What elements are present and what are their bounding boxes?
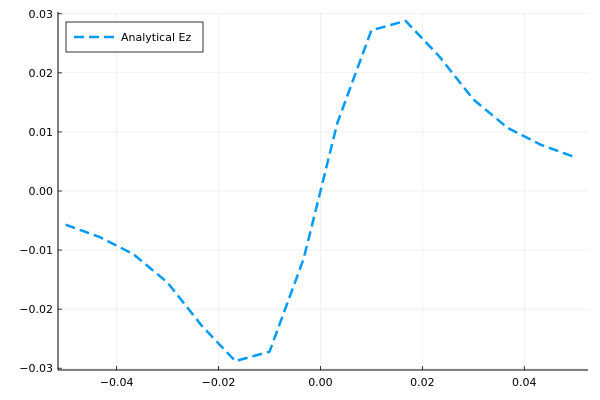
legend-label-analytical-ez: Analytical Ez	[121, 31, 191, 44]
x-tick-label: −0.02	[202, 376, 236, 389]
y-tick-label: 0.02	[29, 67, 54, 80]
y-tick-label: −0.01	[19, 244, 53, 257]
y-tick-label: 0.01	[29, 126, 54, 139]
x-tick-label: 0.00	[308, 376, 333, 389]
legend: Analytical Ez	[65, 21, 204, 53]
y-tick-labels: −0.03 −0.02 −0.01 0.00 0.01 0.02 0.03	[19, 8, 53, 375]
y-tick-label: −0.03	[19, 362, 53, 375]
grid-lines	[58, 12, 588, 370]
x-tick-label: 0.02	[410, 376, 435, 389]
series-line-analytical-ez	[65, 19, 576, 363]
y-tick-label: 0.00	[29, 185, 54, 198]
series-layer	[65, 19, 576, 363]
x-tick-label: −0.04	[100, 376, 134, 389]
x-tick-label: 0.04	[512, 376, 537, 389]
x-tick-labels: −0.04 −0.02 0.00 0.02 0.04	[100, 376, 537, 389]
legend-box	[65, 21, 204, 53]
y-tick-label: −0.02	[19, 303, 53, 316]
y-tick-label: 0.03	[29, 8, 54, 21]
tick-marks	[58, 13, 525, 370]
